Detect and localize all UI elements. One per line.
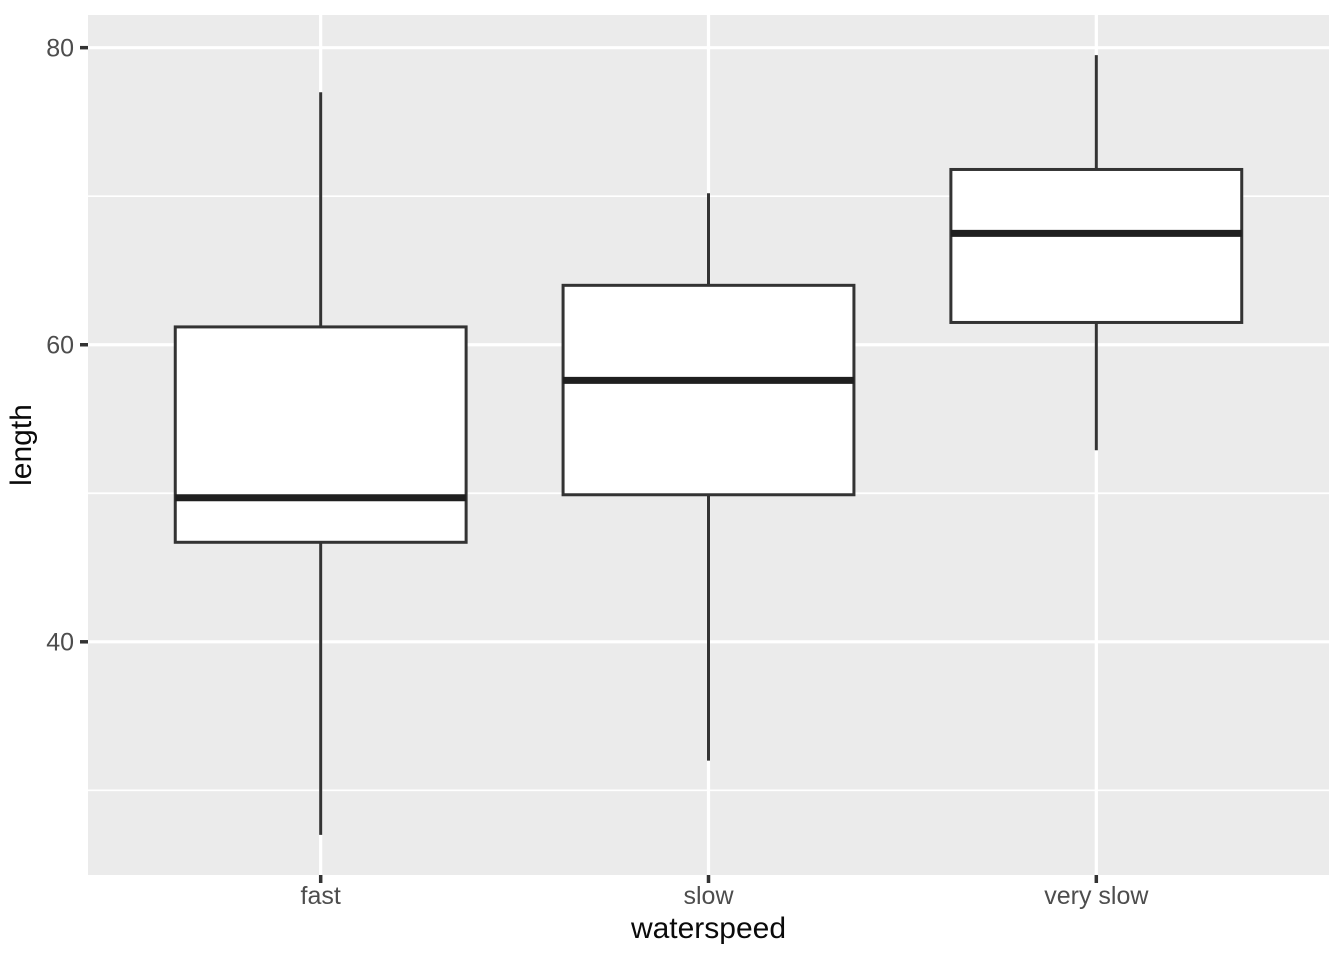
box-iqr	[561, 283, 856, 497]
y-tick-label: 60	[46, 331, 74, 359]
y-tick-label: 80	[46, 34, 74, 62]
x-tick-label: slow	[683, 882, 734, 910]
y-axis-title: length	[5, 404, 38, 486]
box-iqr	[173, 325, 468, 544]
y-tick-label: 40	[46, 629, 74, 657]
x-tick-label: very slow	[1044, 882, 1149, 910]
x-tick-label: fast	[301, 882, 341, 910]
box-iqr	[949, 167, 1244, 324]
x-axis-title: waterspeed	[630, 912, 787, 945]
